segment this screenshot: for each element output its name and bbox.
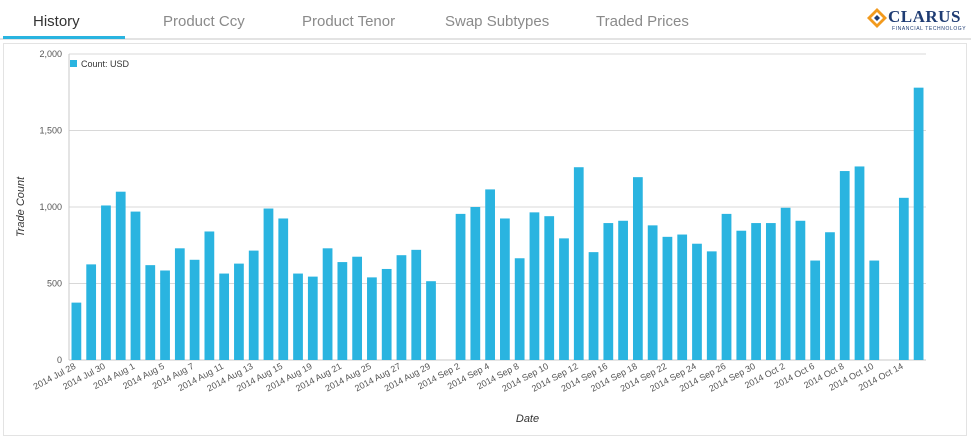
logo-tagline: FINANCIAL TECHNOLOGY: [892, 26, 967, 32]
y-tick-label: 2,000: [39, 49, 62, 59]
bar: [529, 212, 540, 360]
bar: [514, 258, 525, 360]
y-tick-label: 1,000: [39, 202, 62, 212]
bar: [780, 207, 791, 360]
bar: [352, 256, 363, 360]
bar: [677, 234, 688, 360]
bar: [293, 273, 303, 360]
bar: [101, 205, 111, 360]
y-tick-label: 1,500: [39, 126, 62, 136]
bar: [618, 220, 628, 360]
x-axis-title: Date: [516, 413, 539, 425]
bar: [500, 218, 510, 360]
bar: [470, 207, 481, 360]
bar: [381, 268, 392, 360]
tab-history[interactable]: History: [33, 13, 80, 30]
bar: [86, 264, 97, 360]
bar: [603, 223, 614, 360]
bar: [248, 250, 259, 360]
bar: [337, 262, 348, 360]
legend-label: Count: USD: [81, 59, 130, 69]
bar: [898, 197, 909, 360]
bar: [263, 208, 274, 360]
active-tab-indicator: [3, 36, 125, 39]
history-chart: 0 500 1,000 1,500 2,000 2014 Jul 28 2014 Jul 3…: [3, 43, 967, 436]
bar: [721, 213, 732, 360]
bar: [189, 259, 200, 360]
bar: [913, 87, 924, 360]
bar: [869, 260, 880, 360]
bar: [219, 273, 230, 360]
tab-bar: History Product Ccy Product Tenor Swap S…: [0, 0, 971, 40]
bar: [573, 167, 584, 360]
bar: [825, 232, 835, 360]
bar: [204, 231, 215, 360]
bar: [765, 223, 776, 360]
bar: [810, 260, 821, 360]
bar: [647, 225, 658, 360]
bar: [234, 263, 244, 360]
logo-wordmark: CLARUS: [888, 7, 961, 26]
logo-diamond-icon: [867, 8, 887, 28]
bar: [588, 252, 599, 360]
bar: [322, 248, 333, 360]
bar: [411, 249, 422, 360]
clarus-logo: CLARUS FINANCIAL TECHNOLOGY: [866, 5, 966, 35]
bar: [278, 218, 289, 360]
tab-traded-prices[interactable]: Traded Prices: [596, 13, 689, 30]
bar: [736, 230, 747, 360]
bar: [839, 171, 850, 360]
bar: [706, 251, 717, 360]
bar: [455, 213, 466, 360]
bar: [632, 177, 643, 360]
bar: [662, 236, 673, 360]
y-tick-label: 500: [47, 279, 62, 289]
bar: [751, 223, 761, 360]
tab-product-tenor[interactable]: Product Tenor: [302, 13, 396, 30]
bar: [71, 302, 82, 360]
bar: [367, 277, 377, 360]
tab-swap-subtypes[interactable]: Swap Subtypes: [445, 13, 550, 30]
y-axis-title: Trade Count: [15, 176, 27, 237]
bar: [485, 189, 495, 360]
bar: [130, 211, 141, 360]
bar: [396, 255, 407, 360]
bar: [854, 166, 865, 360]
bar: [559, 238, 569, 360]
legend-swatch: [70, 60, 77, 67]
bar: [795, 220, 806, 360]
bar: [115, 191, 126, 360]
bar: [692, 243, 702, 360]
bar: [145, 265, 156, 360]
bar: [426, 281, 436, 360]
bar: [544, 216, 555, 360]
bar: [307, 276, 318, 360]
bar: [160, 270, 170, 360]
tab-product-ccy[interactable]: Product Ccy: [163, 13, 245, 30]
y-tick-label: 0: [57, 355, 62, 365]
bar: [174, 248, 185, 360]
